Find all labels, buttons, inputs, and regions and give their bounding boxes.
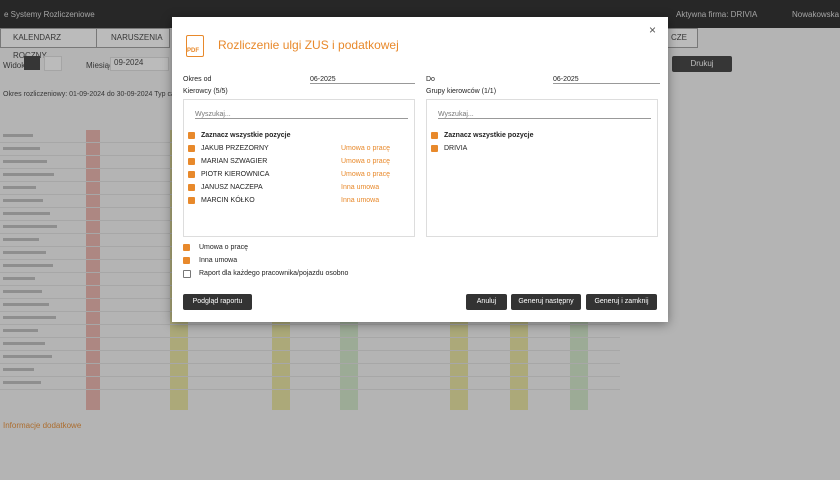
checkbox[interactable] bbox=[431, 132, 438, 139]
item-contract: Inna umowa bbox=[341, 197, 380, 204]
item-contract: Umowa o pracę bbox=[341, 158, 391, 165]
to-input[interactable]: 06-2025 bbox=[553, 76, 660, 84]
row-label bbox=[3, 186, 36, 189]
select-all: Zaznacz wszystkie pozycje bbox=[201, 132, 291, 139]
row-label bbox=[3, 199, 43, 202]
close-icon[interactable]: × bbox=[649, 23, 657, 37]
user[interactable]: Nowakowska tra bbox=[792, 10, 840, 19]
checkbox[interactable] bbox=[183, 270, 191, 278]
checkbox[interactable] bbox=[188, 184, 195, 191]
row-line bbox=[0, 363, 620, 364]
row-label bbox=[3, 147, 40, 150]
item-name: PIOTR KIEROWNICA bbox=[201, 171, 270, 178]
print-btn[interactable]: Drukuj bbox=[672, 56, 732, 72]
row-label bbox=[3, 134, 33, 137]
month-label: Miesiąc bbox=[86, 61, 114, 70]
checkbox[interactable] bbox=[188, 171, 195, 178]
period: Okres rozliczeniowy: 01-09-2024 do 30-09… bbox=[3, 91, 175, 98]
row-label bbox=[3, 277, 35, 280]
row-label bbox=[3, 290, 42, 293]
row-label bbox=[3, 355, 52, 358]
row-label bbox=[3, 225, 57, 228]
row-line bbox=[0, 389, 620, 390]
select-all: Zaznacz wszystkie pozycje bbox=[444, 132, 534, 139]
from-label: Okres od bbox=[183, 76, 212, 83]
item-name: DRIVIA bbox=[444, 145, 468, 152]
month-input[interactable]: 09-2024 bbox=[110, 57, 169, 71]
row-label bbox=[3, 329, 38, 332]
row-label bbox=[3, 173, 54, 176]
item-name: JANUSZ NACZEPA bbox=[201, 184, 263, 191]
to-label: Do bbox=[426, 76, 435, 83]
list-label: Kierowcy (5/5) bbox=[183, 88, 228, 95]
item-contract: Umowa o pracę bbox=[341, 171, 391, 178]
item-name: MARCIN KÓŁKO bbox=[201, 197, 255, 204]
row-line bbox=[0, 324, 620, 325]
tab[interactable]: KALENDARZ ROCZNY bbox=[0, 28, 98, 60]
option-label: Raport dla każdego pracownika/pojazdu os… bbox=[199, 270, 349, 277]
dialog: PDF Rozliczenie ulgi ZUS i podatkowej × … bbox=[172, 17, 668, 322]
row-label bbox=[3, 342, 45, 345]
from-input[interactable]: 06-2025 bbox=[310, 76, 415, 84]
checkbox[interactable] bbox=[183, 257, 190, 264]
view-btn[interactable] bbox=[24, 56, 40, 70]
checkbox[interactable] bbox=[188, 145, 195, 152]
tab[interactable]: NARUSZENIA bbox=[96, 28, 170, 48]
close-btn[interactable]: Generuj i zamknij bbox=[586, 294, 657, 310]
cancel-btn[interactable]: Anuluj bbox=[466, 294, 507, 310]
list-label: Grupy kierowców (1/1) bbox=[426, 88, 497, 95]
search-input[interactable]: Wyszukaj... bbox=[438, 111, 651, 119]
option-label: Umowa o pracę bbox=[199, 244, 249, 251]
dialog-title: Rozliczenie ulgi ZUS i podatkowej bbox=[218, 38, 399, 52]
item-name: MARIAN SZWAGIER bbox=[201, 158, 268, 165]
row-label bbox=[3, 160, 47, 163]
checkbox[interactable] bbox=[183, 244, 190, 251]
brand: e Systemy Rozliczeniowe bbox=[4, 10, 95, 19]
checkbox[interactable] bbox=[188, 197, 195, 204]
pdf-icon: PDF bbox=[186, 35, 204, 57]
checkbox[interactable] bbox=[188, 132, 195, 139]
row-line bbox=[0, 350, 620, 351]
row-label bbox=[3, 381, 41, 384]
item-contract: Umowa o pracę bbox=[341, 145, 391, 152]
row-line bbox=[0, 376, 620, 377]
view-btn[interactable] bbox=[44, 56, 62, 71]
row-label bbox=[3, 212, 50, 215]
checkbox[interactable] bbox=[188, 158, 195, 165]
row-label bbox=[3, 238, 39, 241]
row-label bbox=[3, 251, 46, 254]
item-name: JAKUB PRZEZORNY bbox=[201, 145, 269, 152]
search-input[interactable]: Wyszukaj... bbox=[195, 111, 408, 119]
next-btn[interactable]: Generuj następny bbox=[511, 294, 581, 310]
list-box bbox=[183, 99, 415, 237]
active-company[interactable]: Aktywna firma: DRIVIA bbox=[676, 10, 758, 19]
info-heading: Informacje dodatkowe bbox=[3, 421, 82, 430]
option-label: Inna umowa bbox=[199, 257, 238, 264]
row-label bbox=[3, 303, 49, 306]
row-label bbox=[3, 316, 56, 319]
checkbox[interactable] bbox=[431, 145, 438, 152]
view-label: Widok bbox=[3, 61, 26, 70]
row-label bbox=[3, 368, 34, 371]
column-highlight bbox=[86, 130, 100, 410]
pdf-icon-text: PDF bbox=[187, 48, 199, 54]
row-line bbox=[0, 337, 620, 338]
preview-btn[interactable]: Podgląd raportu bbox=[183, 294, 252, 310]
row-label bbox=[3, 264, 53, 267]
item-contract: Inna umowa bbox=[341, 184, 380, 191]
list-box bbox=[426, 99, 658, 237]
